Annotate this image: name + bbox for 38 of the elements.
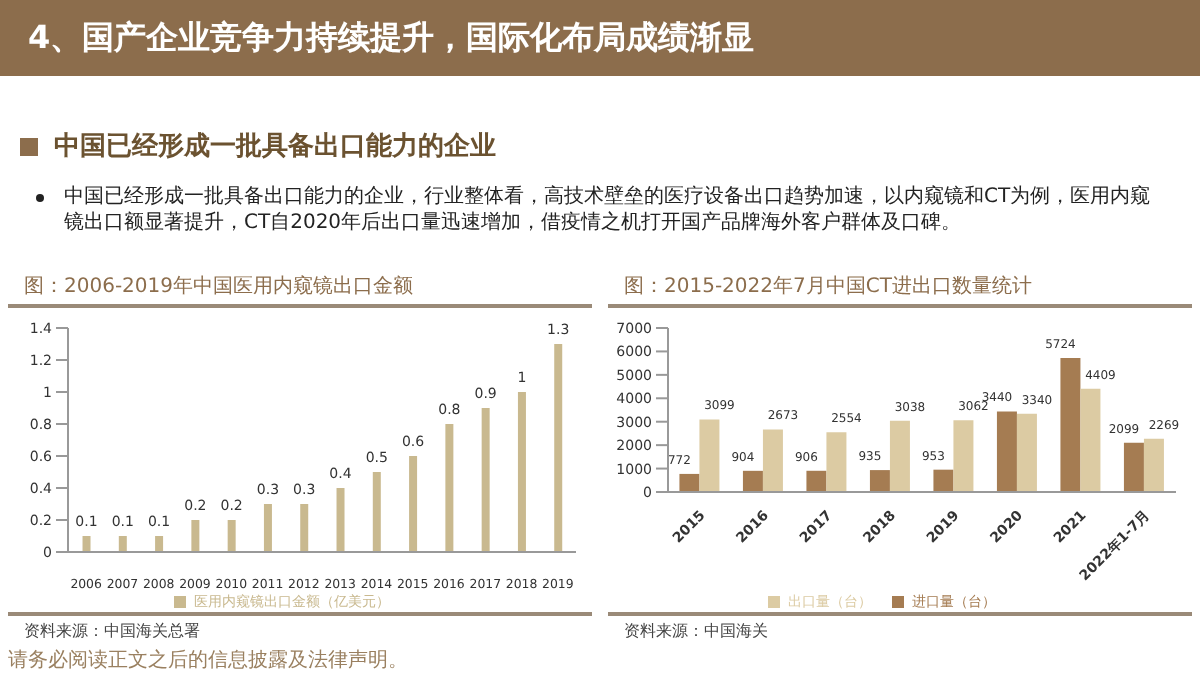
chart-title: 图：2006-2019年中国医用内窥镜出口金额 [8, 272, 592, 308]
bar [517, 392, 526, 552]
chart-title: 图：2015-2022年7月中国CT进出口数量统计 [608, 272, 1192, 308]
bar [933, 469, 954, 492]
bar [1123, 442, 1144, 492]
bar [118, 536, 127, 552]
text: 4、国产企业竞争力持续提升，国际化布局成绩渐显 [0, 0, 1200, 76]
bar [82, 536, 91, 552]
bar [300, 504, 309, 552]
bar [554, 344, 563, 552]
bar [996, 411, 1017, 492]
text: 中国已经形成一批具备出口能力的企业 [54, 130, 496, 164]
bar [826, 432, 847, 492]
bar [1060, 357, 1081, 492]
bar [869, 470, 890, 492]
bar [372, 472, 381, 552]
bar [1080, 388, 1101, 492]
bar [336, 488, 345, 552]
bar [742, 470, 763, 492]
text: 资料来源：中国海关总署 [24, 620, 202, 642]
text: 中国已经形成一批具备出口能力的企业，行业整体看，高技术壁垒的医疗设备出口趋势加速，以内窥镜和CT为例，医用内窥镜出口额显著提升，CT自2020年后出口量迅速增加，借疫情之机打开国产品牌海外客户群体及口碑。 [64, 184, 1153, 236]
bar [409, 456, 418, 552]
bar [699, 419, 720, 492]
bar [953, 420, 974, 492]
bar [263, 504, 272, 552]
bar [445, 424, 454, 552]
bar [155, 536, 164, 552]
bar [1143, 438, 1164, 492]
bar [806, 470, 827, 492]
bar [889, 420, 910, 492]
bar [227, 520, 236, 552]
bar [762, 429, 783, 492]
bar [481, 408, 490, 552]
bar [191, 520, 200, 552]
text: 资料来源：中国海关 [624, 620, 770, 642]
bar [679, 473, 700, 492]
bar [1016, 413, 1037, 492]
text: 请务必阅读正文之后的信息披露及法律声明。 [8, 650, 408, 674]
